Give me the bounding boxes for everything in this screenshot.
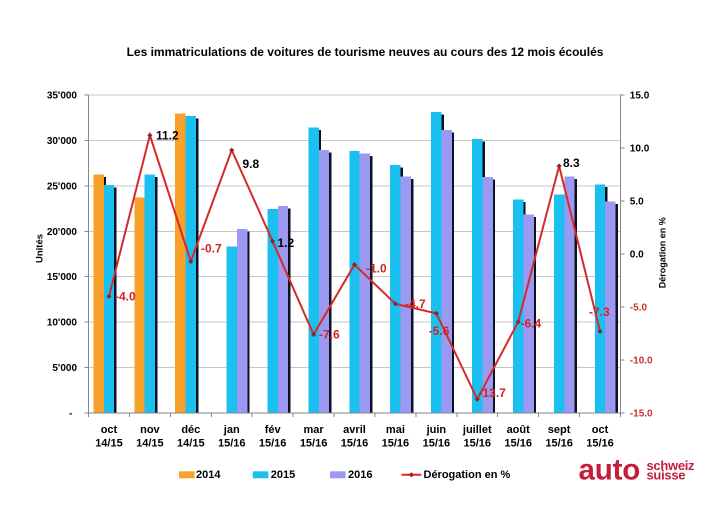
svg-text:avril: avril [343,424,366,436]
svg-text:8.3: 8.3 [563,156,580,170]
svg-text:5'000: 5'000 [52,363,77,374]
svg-text:-10.0: -10.0 [630,356,653,367]
svg-text:15/16: 15/16 [464,438,492,450]
svg-text:15/16: 15/16 [341,438,369,450]
svg-text:Unités: Unités [35,234,46,263]
svg-text:30'000: 30'000 [47,136,78,147]
svg-text:-0.7: -0.7 [201,242,222,256]
svg-text:20'000: 20'000 [47,227,78,238]
svg-text:15'000: 15'000 [47,272,78,283]
svg-text:oct: oct [101,424,118,436]
svg-text:juin: juin [426,424,447,436]
svg-text:-4.0: -4.0 [115,290,136,304]
svg-text:-5.0: -5.0 [630,303,648,314]
svg-text:15.0: 15.0 [630,91,650,102]
svg-text:14/15: 14/15 [136,438,164,450]
svg-text:juillet: juillet [462,424,492,436]
svg-text:25'000: 25'000 [47,181,78,192]
svg-text:Les immatriculations de voitur: Les immatriculations de voitures de tour… [127,45,604,59]
svg-text:-: - [69,409,72,420]
svg-text:9.8: 9.8 [243,157,260,171]
svg-text:10.0: 10.0 [630,144,650,155]
svg-text:mar: mar [303,424,324,436]
svg-text:août: août [507,424,531,436]
svg-text:2016: 2016 [348,469,372,481]
svg-text:jan: jan [223,424,240,436]
svg-text:-1.0: -1.0 [366,262,387,276]
svg-text:fév: fév [265,424,282,436]
svg-text:-7.6: -7.6 [319,328,340,342]
svg-text:-13.7: -13.7 [479,386,507,400]
svg-text:Dérogation en %: Dérogation en % [657,217,667,288]
svg-text:suisse: suisse [647,468,686,483]
svg-text:0.0: 0.0 [630,250,644,261]
svg-text:2014: 2014 [196,469,221,481]
svg-text:oct: oct [592,424,609,436]
svg-text:mai: mai [386,424,405,436]
svg-text:14/15: 14/15 [95,438,123,450]
svg-text:-5.6: -5.6 [429,324,450,338]
svg-text:sept: sept [548,424,571,436]
svg-text:15/16: 15/16 [586,438,614,450]
svg-text:déc: déc [181,424,200,436]
svg-text:15/16: 15/16 [300,438,328,450]
svg-text:15/16: 15/16 [423,438,451,450]
svg-text:5.0: 5.0 [630,197,644,208]
svg-text:Dérogation en %: Dérogation en % [424,469,511,481]
svg-text:schweiz: schweiz [647,458,696,473]
svg-text:-6.4: -6.4 [521,317,542,331]
svg-text:15/16: 15/16 [259,438,287,450]
svg-text:15/16: 15/16 [504,438,532,450]
svg-text:15/16: 15/16 [218,438,246,450]
svg-text:35'000: 35'000 [47,91,78,102]
svg-text:-7.3: -7.3 [589,305,610,319]
svg-text:1.2: 1.2 [278,236,295,250]
svg-text:-4.7: -4.7 [405,297,426,311]
svg-text:nov: nov [140,424,160,436]
svg-text:-15.0: -15.0 [630,409,653,420]
svg-text:auto: auto [579,454,641,487]
svg-text:11.2: 11.2 [156,129,179,143]
svg-text:15/16: 15/16 [545,438,573,450]
svg-text:15/16: 15/16 [382,438,410,450]
svg-text:2015: 2015 [271,469,295,481]
svg-text:14/15: 14/15 [177,438,205,450]
svg-text:10'000: 10'000 [47,318,78,329]
